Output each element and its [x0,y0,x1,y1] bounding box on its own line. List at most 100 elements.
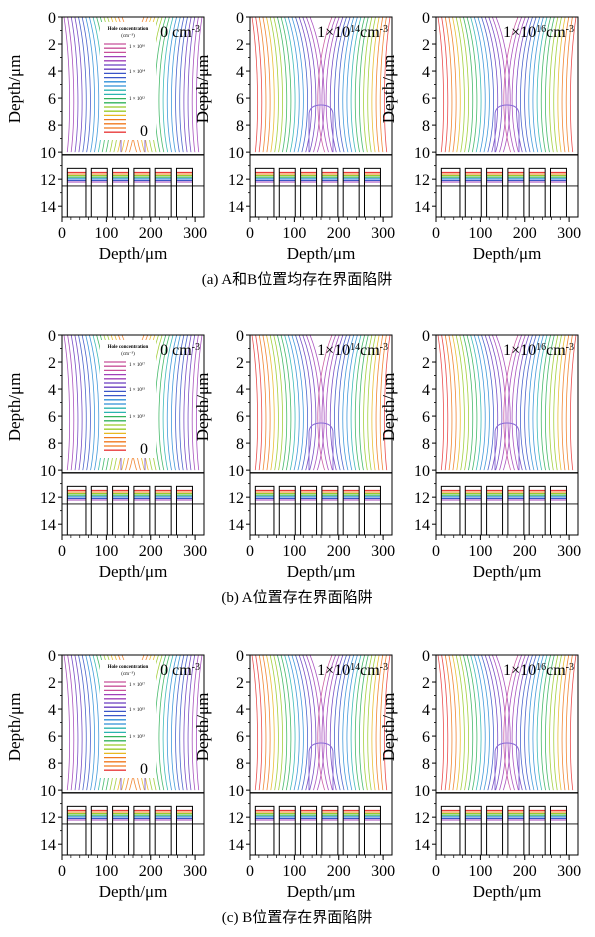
device-background [436,790,578,855]
y-tick-label: 14 [228,837,244,854]
contour-line [367,654,376,801]
contour-line [175,654,185,801]
y-tick-label: 6 [422,91,430,108]
contour-line [359,16,369,163]
y-tick-label: 2 [236,355,244,372]
x-tick-label: 200 [139,543,163,560]
contour-line [342,16,355,163]
y-tick-label: 14 [40,837,56,854]
contour-line [67,654,75,801]
legend-title: Hole concentration [108,665,149,670]
contour-line [448,16,457,163]
contour-line [175,16,185,163]
contour-line [495,16,511,163]
central-contour [308,422,334,480]
contour-line [306,16,321,163]
x-tick-label: 0 [432,225,440,242]
contour-line [325,334,340,481]
contour-line [284,16,296,163]
device-structure [250,152,392,218]
x-tick-label: 300 [557,225,581,242]
legend-unit: (cm⁻³) [121,33,135,39]
contour-line [492,334,507,481]
legend-entry: 1 × 10¹⁷ [129,682,145,688]
contour-line [317,654,333,801]
y-tick-label: 8 [422,756,430,773]
contour-line [187,16,196,163]
central-contour-line [308,104,334,162]
x-tick-label: 100 [94,543,118,560]
contour-line [74,654,83,801]
y-tick-label: 0 [422,328,430,345]
contour-line [455,334,465,481]
y-tick-label: 0 [48,10,56,27]
contour-line [569,654,577,801]
contour-line [444,16,453,163]
contour-line [459,334,469,481]
y-tick-label: 12 [414,172,430,189]
contour-line [545,16,555,163]
contour-line [179,334,188,481]
device-structure [62,152,204,218]
y-tick-label: 4 [236,702,244,719]
contour-line [171,334,181,481]
contour-line [321,654,336,801]
contour-line [383,334,391,481]
y-tick-label: 0 [236,328,244,345]
legend-entry-zero: 0 [140,123,148,140]
contour-line [266,654,275,801]
contour-line [507,16,522,163]
contour-line [561,654,570,801]
y-tick-label: 10 [228,463,244,480]
contour-line [354,334,366,481]
y-tick-label: 2 [422,355,430,372]
contour-line [466,16,478,163]
contour-line [334,334,347,481]
y-tick-label: 14 [414,837,430,854]
contour-line [371,16,380,163]
contour-line [350,654,362,801]
contour-line [317,16,333,163]
y-tick-label: 0 [422,648,430,665]
contour-line [74,16,83,163]
device-structure [436,152,578,218]
contour-line [287,654,300,801]
contour-line [561,334,570,481]
contour-line [524,16,537,163]
contour-line [342,654,355,801]
contour-line [565,654,573,801]
contour-line [187,334,196,481]
contour-line [520,334,533,481]
y-tick-label: 8 [236,436,244,453]
x-tick-label: 200 [327,863,351,880]
contour-line [557,654,566,801]
x-axis-label: Depth/μm [473,244,542,263]
contour-line [511,16,526,163]
device-background [250,152,392,217]
y-tick-label: 12 [414,490,430,507]
contour-line [540,16,552,163]
panel-overlay-label: 1×1016cm-3 [503,342,574,360]
contour-line [549,16,559,163]
contour-line [473,334,486,481]
contour-line [162,16,174,163]
central-contour [494,104,520,162]
y-tick-label: 0 [236,10,244,27]
y-tick-label: 0 [48,328,56,345]
y-tick-label: 6 [48,409,56,426]
y-tick-label: 2 [422,37,430,54]
x-tick-label: 100 [468,543,492,560]
contour-line [338,16,351,163]
y-tick-label: 2 [48,37,56,54]
contour-line [298,16,313,163]
panel-overlay-label: 0 cm-3 [160,24,200,42]
contour-line [70,16,79,163]
x-tick-label: 200 [139,225,163,242]
contour-line [269,334,279,481]
y-tick-label: 12 [414,810,430,827]
x-axis-label: Depth/μm [99,244,168,263]
legend-entry: 1 × 10¹⁷ [129,362,145,368]
contour-line [367,334,376,481]
